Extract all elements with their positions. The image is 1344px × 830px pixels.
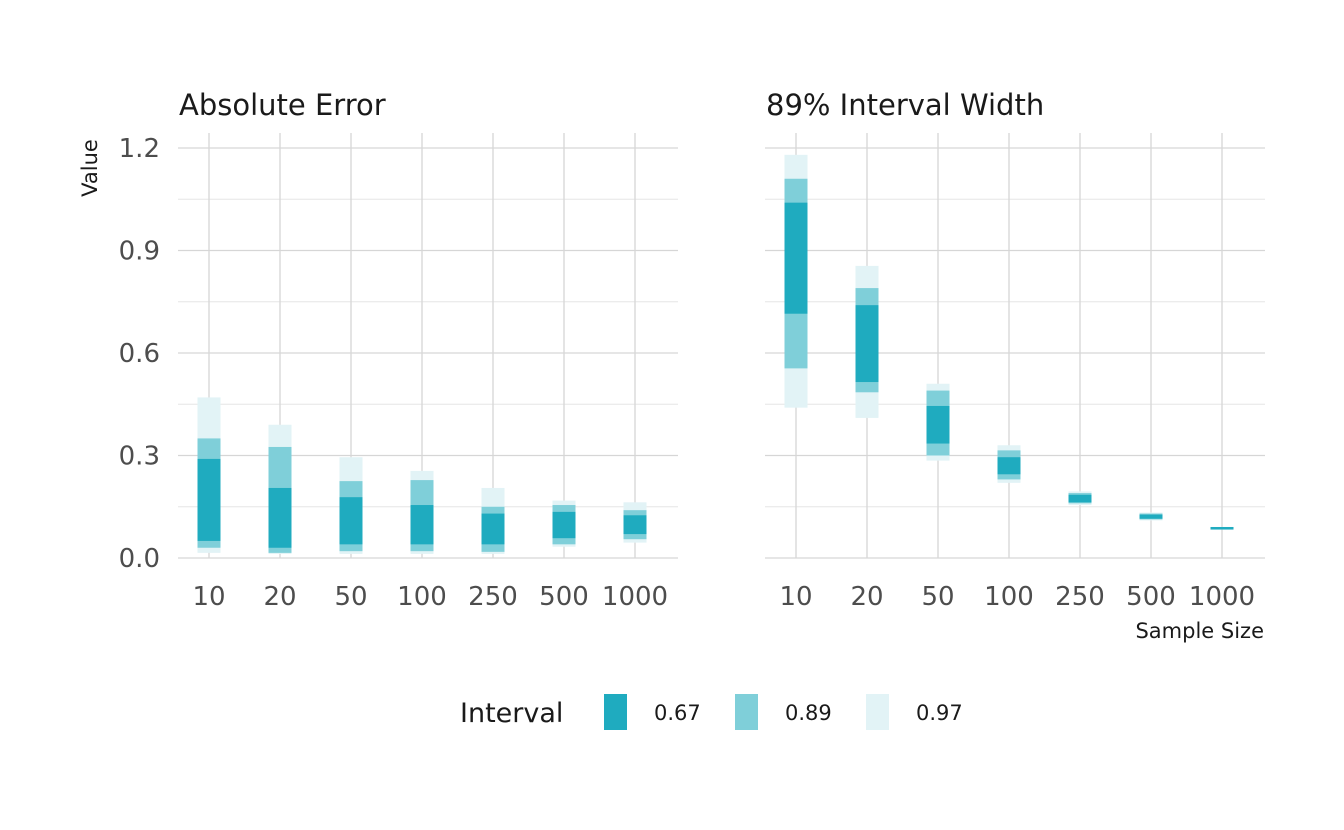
panel-absolute-error: Absolute Error 10 20 50 100 250 500 1000 0.00.… [119,88,678,612]
interval-67-n10 [784,202,808,314]
legend-key-0.97 [866,694,889,730]
intervals-interval-width [784,154,1234,530]
intervals-absolute-error [197,397,647,554]
legend-label: 0.89 [785,701,832,725]
x-tick-label: 20 [263,582,296,612]
x-tick-labels-absolute-error: 10 20 50 100 250 500 1000 [192,582,668,612]
interval-67-n50 [339,497,363,545]
panel-title-absolute-error: Absolute Error [179,88,386,122]
x-tick-label: 1000 [1189,582,1255,612]
interval-67-n100 [997,457,1021,475]
x-tick-labels-interval-width: 10 20 50 100 250 500 1000 [779,582,1255,612]
legend: Interval 0.67 0.89 0.97 [460,694,963,730]
y-tick-labels: 0.0 0.3 0.6 0.9 1.2 [119,134,160,574]
y-axis-title: Value [78,139,102,197]
y-tick-label: 0.9 [119,237,160,267]
x-tick-label: 500 [1126,582,1176,612]
legend-key-0.67 [604,694,627,730]
x-tick-label: 20 [850,582,883,612]
x-tick-label: 1000 [602,582,668,612]
legend-title: Interval [460,698,563,729]
x-tick-label: 500 [539,582,589,612]
legend-label: 0.97 [916,701,963,725]
interval-67-n20 [268,487,292,548]
interval-67-n500 [1139,514,1163,519]
x-tick-label: 250 [468,582,518,612]
legend-label: 0.67 [654,701,701,725]
interval-67-n250 [481,513,505,545]
x-axis-title: Sample Size [1135,619,1264,643]
interval-67-n250 [1068,494,1092,503]
y-tick-label: 0.6 [119,339,160,369]
grid-interval-width [765,133,1265,559]
interval-67-n1000 [1210,527,1234,530]
legend-keys: 0.67 0.89 0.97 [604,694,963,730]
x-tick-label: 50 [334,582,367,612]
y-tick-label: 0.0 [119,544,160,574]
x-tick-label: 50 [921,582,954,612]
interval-67-n100 [410,505,434,545]
x-tick-label: 10 [192,582,225,612]
panel-title-interval-width: 89% Interval Width [766,88,1044,122]
interval-67-n20 [855,305,879,383]
panel-interval-width: 89% Interval Width 10 20 50 100 250 500 1000 [765,88,1265,612]
x-tick-label: 100 [984,582,1034,612]
interval-67-n10 [197,458,221,541]
y-tick-label: 1.2 [119,134,160,164]
interval-67-n50 [926,405,950,444]
interval-67-n500 [552,511,576,539]
x-tick-label: 250 [1055,582,1105,612]
x-tick-label: 10 [779,582,812,612]
y-tick-label: 0.3 [119,442,160,472]
x-tick-label: 100 [397,582,447,612]
interval-67-n1000 [623,515,647,535]
legend-key-0.89 [735,694,758,730]
